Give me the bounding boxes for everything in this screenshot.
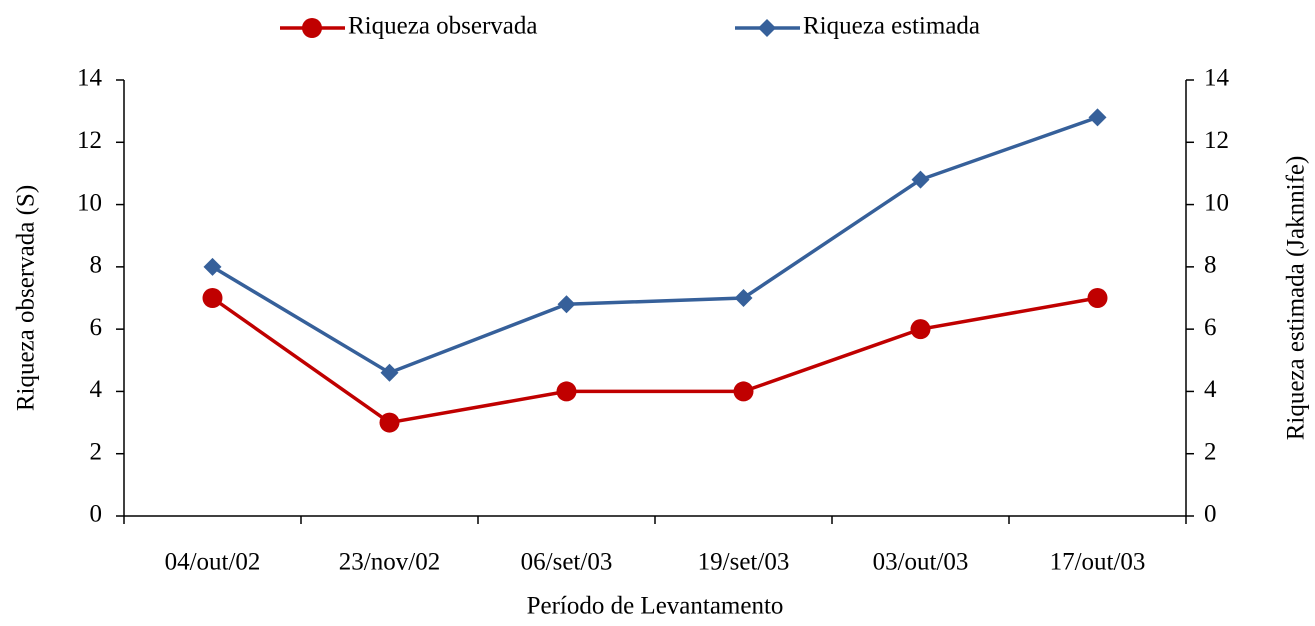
y-tick-label: 8	[90, 252, 103, 279]
data-point	[556, 381, 577, 402]
y-tick-label: 12	[77, 127, 102, 154]
y-tick-label: 6	[90, 314, 103, 341]
y-tick-label: 2	[90, 438, 103, 465]
legend-marker	[302, 18, 322, 38]
y2-tick-label: 2	[1204, 438, 1217, 465]
data-point	[379, 412, 400, 433]
y2-tick-label: 8	[1204, 252, 1217, 279]
y2-tick-label: 4	[1204, 376, 1217, 403]
x-tick-label: 17/out/03	[1050, 549, 1146, 576]
legend-label: Riqueza observada	[348, 13, 538, 40]
y2-tick-label: 6	[1204, 314, 1217, 341]
x-tick-label: 04/out/02	[165, 549, 261, 576]
data-point	[380, 363, 399, 382]
y2-tick-label: 0	[1204, 501, 1217, 528]
data-point	[202, 288, 223, 308]
y2-axis-title: Riqueza estimada (Jaknnife)	[1283, 156, 1310, 441]
legend-marker	[758, 19, 776, 37]
data-point	[1088, 108, 1107, 127]
data-point	[1087, 288, 1108, 308]
y-tick-label: 4	[90, 376, 103, 403]
data-point	[733, 381, 754, 402]
x-tick-label: 19/set/03	[698, 549, 790, 576]
legend-label: Riqueza estimada	[803, 13, 980, 40]
y-axis-title: Riqueza observada (S)	[13, 185, 40, 411]
x-tick-label: 23/nov/02	[339, 549, 440, 576]
y2-tick-label: 10	[1204, 189, 1229, 216]
y-tick-label: 0	[90, 501, 103, 528]
series-line	[211, 296, 1098, 425]
series-line	[211, 115, 1099, 375]
data-point	[203, 257, 222, 276]
data-point	[734, 289, 753, 307]
x-tick-label: 03/out/03	[873, 549, 969, 576]
y2-tick-label: 12	[1204, 127, 1229, 154]
data-point	[910, 319, 931, 340]
data-point	[911, 170, 930, 189]
y-tick-label: 10	[77, 189, 102, 216]
y2-tick-label: 14	[1204, 65, 1230, 92]
x-axis-title: Período de Levantamento	[527, 593, 784, 620]
x-tick-label: 06/set/03	[521, 549, 613, 576]
y-tick-label: 14	[77, 65, 103, 92]
data-point	[557, 295, 576, 314]
